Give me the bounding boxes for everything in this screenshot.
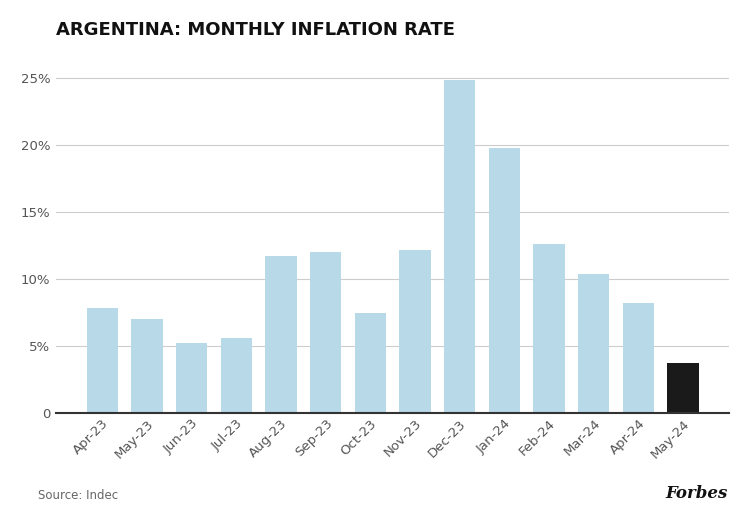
Bar	[668, 364, 698, 413]
Text: ARGENTINA: MONTHLY INFLATION RATE: ARGENTINA: MONTHLY INFLATION RATE	[56, 21, 455, 39]
Text: Source: Indec: Source: Indec	[38, 489, 118, 502]
Text: Forbes: Forbes	[665, 485, 728, 502]
Bar	[86, 308, 118, 413]
Bar	[176, 343, 207, 413]
Bar	[355, 312, 386, 413]
Bar	[578, 274, 609, 413]
Bar	[266, 257, 296, 413]
Bar	[489, 148, 520, 413]
Bar	[220, 338, 252, 413]
Bar	[131, 319, 163, 413]
Bar	[533, 244, 565, 413]
Bar	[399, 249, 430, 413]
Bar	[310, 252, 341, 413]
Bar	[622, 303, 654, 413]
Bar	[444, 80, 476, 413]
